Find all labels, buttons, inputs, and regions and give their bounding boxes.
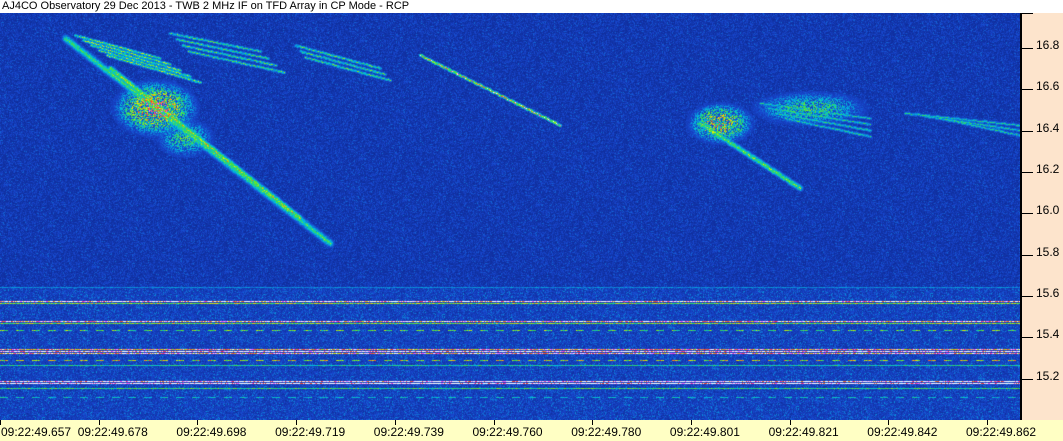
y-tick-mark: [1022, 172, 1033, 174]
x-tick-mark: [197, 420, 199, 425]
y-tick-label: 16.8: [1036, 38, 1060, 53]
y-tick-mark: [1022, 48, 1033, 50]
x-tick-mark: [98, 420, 100, 425]
x-tick-mark: [592, 420, 594, 425]
y-tick-mark: [1022, 89, 1033, 91]
x-tick-label: 09:22:49.657: [1, 425, 72, 439]
y-axis: 16.8 16.6 16.4 16.2 16.0 15.8 15.6 15.4 15.2: [1020, 13, 1063, 420]
x-tick-label: 09:22:49.780: [571, 425, 642, 439]
x-tick-mark: [394, 420, 396, 425]
x-tick-mark: [789, 420, 791, 425]
y-tick-mark: [1022, 378, 1033, 380]
y-tick-label: 16.6: [1036, 79, 1060, 94]
y-tick-label: 15.2: [1036, 368, 1060, 383]
y-tick-mark: [1022, 213, 1033, 215]
y-tick-mark: [1022, 254, 1033, 256]
x-tick-mark: [888, 420, 890, 425]
y-tick-label: 15.8: [1036, 244, 1060, 259]
x-tick-mark: [690, 420, 692, 425]
y-tick-label: 16.0: [1036, 203, 1060, 218]
y-tick-mark: [1022, 337, 1033, 339]
y-tick-mark: [1022, 13, 1033, 14]
x-tick-label: 09:22:49.862: [966, 425, 1037, 439]
y-tick-label: 16.4: [1036, 120, 1060, 135]
x-tick-label: 09:22:49.678: [77, 425, 148, 439]
y-tick-mark: [1022, 130, 1033, 132]
y-tick-label: 15.4: [1036, 327, 1060, 342]
x-tick-label: 09:22:49.760: [472, 425, 543, 439]
x-tick-label: 09:22:49.739: [373, 425, 444, 439]
x-tick-mark: [0, 420, 1, 425]
x-tick-label: 09:22:49.719: [275, 425, 346, 439]
spectrogram-plot: [0, 13, 1020, 420]
x-tick-label: 09:22:49.842: [867, 425, 938, 439]
x-tick-label: 09:22:49.821: [768, 425, 839, 439]
x-tick-mark: [296, 420, 298, 425]
y-tick-mark: [1022, 296, 1033, 298]
y-tick-label: 15.6: [1036, 286, 1060, 301]
x-tick-mark: [987, 420, 988, 425]
chart-title: AJ4CO Observatory 29 Dec 2013 - TWB 2 MH…: [0, 0, 1063, 13]
x-tick-mark: [493, 420, 495, 425]
x-tick-label: 09:22:49.698: [176, 425, 247, 439]
x-axis: 09:22:49.657 09:22:49.678 09:22:49.698 09:2…: [0, 420, 1063, 441]
y-tick-label: 16.2: [1036, 162, 1060, 177]
x-tick-label: 09:22:49.801: [669, 425, 740, 439]
